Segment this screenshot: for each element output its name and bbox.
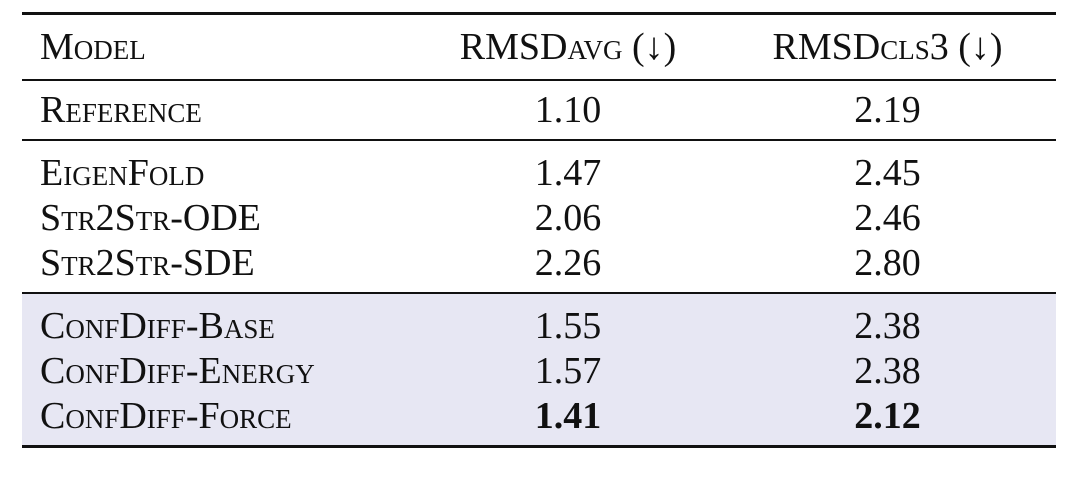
ours-rmsd-cls3: 2.38 (854, 305, 921, 347)
header-rule (22, 79, 1056, 81)
baseline-rmsd-cls3: 2.80 (854, 242, 921, 284)
ours-rmsd-avg-best: 1.41 (534, 395, 602, 437)
results-table: Model RMSDavg (↓) RMSDcls3 (↓) Reference… (22, 12, 1056, 448)
ours-rmsd-avg: 1.55 (534, 305, 602, 347)
reference-rmsd-cls3: 2.19 (854, 88, 921, 131)
table-row: Str2Str-SDE 2.26 2.80 (22, 241, 1056, 286)
header-model: Model (40, 25, 146, 68)
top-rule (22, 12, 1056, 15)
baseline-rmsd-avg: 1.47 (534, 152, 602, 194)
header-rmsd-avg-sub: avg (567, 25, 623, 68)
table-row: ConfDiff-Base 1.55 2.38 (22, 304, 1056, 349)
reference-row: Reference 1.10 2.19 (22, 81, 1056, 139)
bottom-rule (22, 445, 1056, 448)
reference-rule (22, 139, 1056, 141)
ours-model: ConfDiff-Base (40, 305, 275, 347)
header-rmsd-cls3-main: RMSD (772, 25, 881, 68)
table-row: EigenFold 1.47 2.45 (22, 151, 1056, 196)
baseline-spacer (22, 141, 1056, 151)
ours-block: ConfDiff-Base 1.55 2.38 ConfDiff-Energy … (22, 294, 1056, 445)
header-rmsd-cls3-arrow: (↓) (948, 25, 1003, 68)
ours-rmsd-cls3: 2.38 (854, 350, 921, 392)
table-row: Str2Str-ODE 2.06 2.46 (22, 196, 1056, 241)
table-row: ConfDiff-Force 1.41 2.12 (22, 394, 1056, 439)
baseline-rmsd-cls3: 2.46 (854, 197, 921, 239)
baseline-model: Str2Str-ODE (40, 197, 262, 239)
header-rmsd-avg: RMSDavg (↓) (417, 25, 719, 70)
reference-model: Reference (40, 88, 202, 131)
ours-rmsd-cls3-best: 2.12 (854, 395, 921, 437)
reference-rmsd-avg: 1.10 (534, 88, 602, 131)
header-row: Model RMSDavg (↓) RMSDcls3 (↓) (22, 15, 1056, 79)
baseline-rmsd-cls3: 2.45 (854, 152, 921, 194)
table-row: ConfDiff-Energy 1.57 2.38 (22, 349, 1056, 394)
baseline-rmsd-avg: 2.26 (534, 242, 602, 284)
ours-model: ConfDiff-Energy (40, 350, 315, 392)
baseline-rule (22, 292, 1056, 294)
ours-spacer (22, 294, 1056, 304)
baseline-model: Str2Str-SDE (40, 242, 255, 284)
header-rmsd-avg-main: RMSD (459, 25, 568, 68)
header-rmsd-cls3: RMSDcls3 (↓) (719, 25, 1056, 70)
header-rmsd-cls3-sub: cls3 (880, 25, 949, 68)
baseline-model: EigenFold (40, 152, 205, 194)
header-rmsd-avg-arrow: (↓) (622, 25, 677, 68)
ours-rmsd-avg: 1.57 (534, 350, 602, 392)
baseline-rmsd-avg: 2.06 (534, 197, 602, 239)
ours-model: ConfDiff-Force (40, 395, 292, 437)
